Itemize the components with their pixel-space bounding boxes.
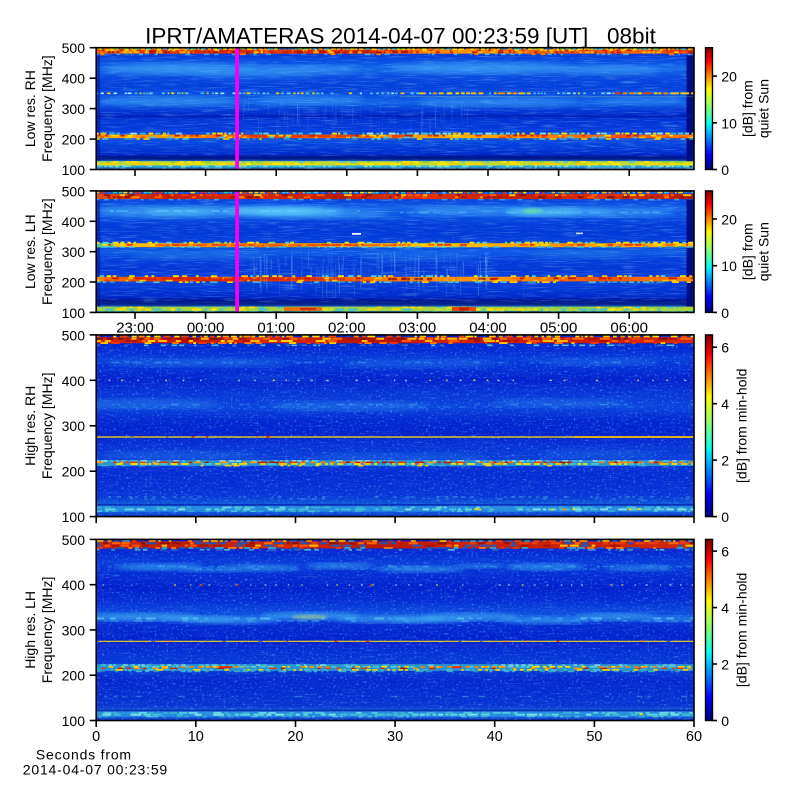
svg-text:300: 300: [62, 101, 86, 117]
svg-text:300: 300: [62, 244, 86, 260]
svg-text:20: 20: [721, 69, 737, 85]
svg-text:Low res. LH: Low res. LH: [22, 214, 38, 289]
svg-text:Frequency [MHz]: Frequency [MHz]: [39, 198, 55, 305]
svg-text:200: 200: [62, 275, 86, 291]
svg-text:Frequency [MHz]: Frequency [MHz]: [39, 373, 55, 480]
svg-text:400: 400: [62, 577, 86, 593]
svg-text:2014-04-07 00:23:59: 2014-04-07 00:23:59: [23, 762, 168, 778]
svg-text:06:00: 06:00: [610, 319, 648, 336]
svg-text:0: 0: [721, 162, 729, 178]
svg-text:[dB] from: [dB] from: [739, 80, 755, 137]
svg-text:6: 6: [721, 340, 729, 356]
svg-text:IPRT/AMATERAS 2014-04-07 00:23: IPRT/AMATERAS 2014-04-07 00:23:59 [UT] 0…: [145, 23, 656, 48]
svg-text:400: 400: [62, 214, 86, 230]
svg-text:02:00: 02:00: [328, 319, 366, 336]
svg-text:500: 500: [62, 183, 86, 199]
svg-text:00:00: 00:00: [187, 319, 225, 336]
svg-text:100: 100: [62, 162, 86, 178]
svg-text:100: 100: [62, 713, 86, 729]
svg-text:High res. RH: High res. RH: [22, 386, 38, 466]
svg-text:[dB] from min-hold: [dB] from min-hold: [734, 369, 750, 483]
svg-text:200: 200: [62, 464, 86, 480]
svg-text:20: 20: [287, 729, 303, 745]
svg-text:300: 300: [62, 622, 86, 638]
svg-text:quiet Sun: quiet Sun: [756, 79, 772, 138]
svg-text:High res. LH: High res. LH: [22, 591, 38, 669]
svg-text:Frequency [MHz]: Frequency [MHz]: [39, 577, 55, 684]
svg-text:100: 100: [62, 509, 86, 525]
svg-text:4: 4: [721, 396, 729, 412]
svg-text:100: 100: [62, 305, 86, 321]
svg-text:400: 400: [62, 373, 86, 389]
svg-text:200: 200: [62, 132, 86, 148]
svg-text:01:00: 01:00: [257, 319, 295, 336]
svg-text:20: 20: [721, 212, 737, 228]
svg-text:[dB] from: [dB] from: [739, 223, 755, 280]
svg-text:10: 10: [188, 729, 204, 745]
svg-text:0: 0: [721, 509, 729, 525]
svg-text:500: 500: [62, 40, 86, 56]
svg-text:4: 4: [721, 600, 729, 616]
svg-text:Low res. RH: Low res. RH: [22, 70, 38, 147]
svg-text:2: 2: [721, 657, 729, 673]
svg-text:Frequency [MHz]: Frequency [MHz]: [39, 55, 55, 162]
svg-text:500: 500: [62, 532, 86, 548]
svg-text:10: 10: [721, 258, 737, 274]
svg-text:30: 30: [387, 729, 403, 745]
svg-text:50: 50: [586, 729, 602, 745]
svg-text:40: 40: [487, 729, 503, 745]
svg-text:23:00: 23:00: [116, 319, 154, 336]
svg-text:200: 200: [62, 668, 86, 684]
svg-text:300: 300: [62, 418, 86, 434]
svg-text:2: 2: [721, 453, 729, 469]
svg-text:0: 0: [92, 729, 100, 745]
svg-text:0: 0: [721, 713, 729, 729]
svg-text:04:00: 04:00: [469, 319, 507, 336]
svg-text:Seconds from: Seconds from: [36, 746, 132, 762]
svg-text:10: 10: [721, 115, 737, 131]
svg-text:500: 500: [62, 327, 86, 343]
svg-text:quiet Sun: quiet Sun: [756, 222, 772, 281]
svg-text:05:00: 05:00: [540, 319, 578, 336]
svg-text:0: 0: [721, 305, 729, 321]
svg-text:400: 400: [62, 71, 86, 87]
svg-text:60: 60: [686, 729, 702, 745]
svg-text:[dB] from min-hold: [dB] from min-hold: [734, 573, 750, 687]
svg-text:03:00: 03:00: [399, 319, 437, 336]
svg-text:6: 6: [721, 544, 729, 560]
